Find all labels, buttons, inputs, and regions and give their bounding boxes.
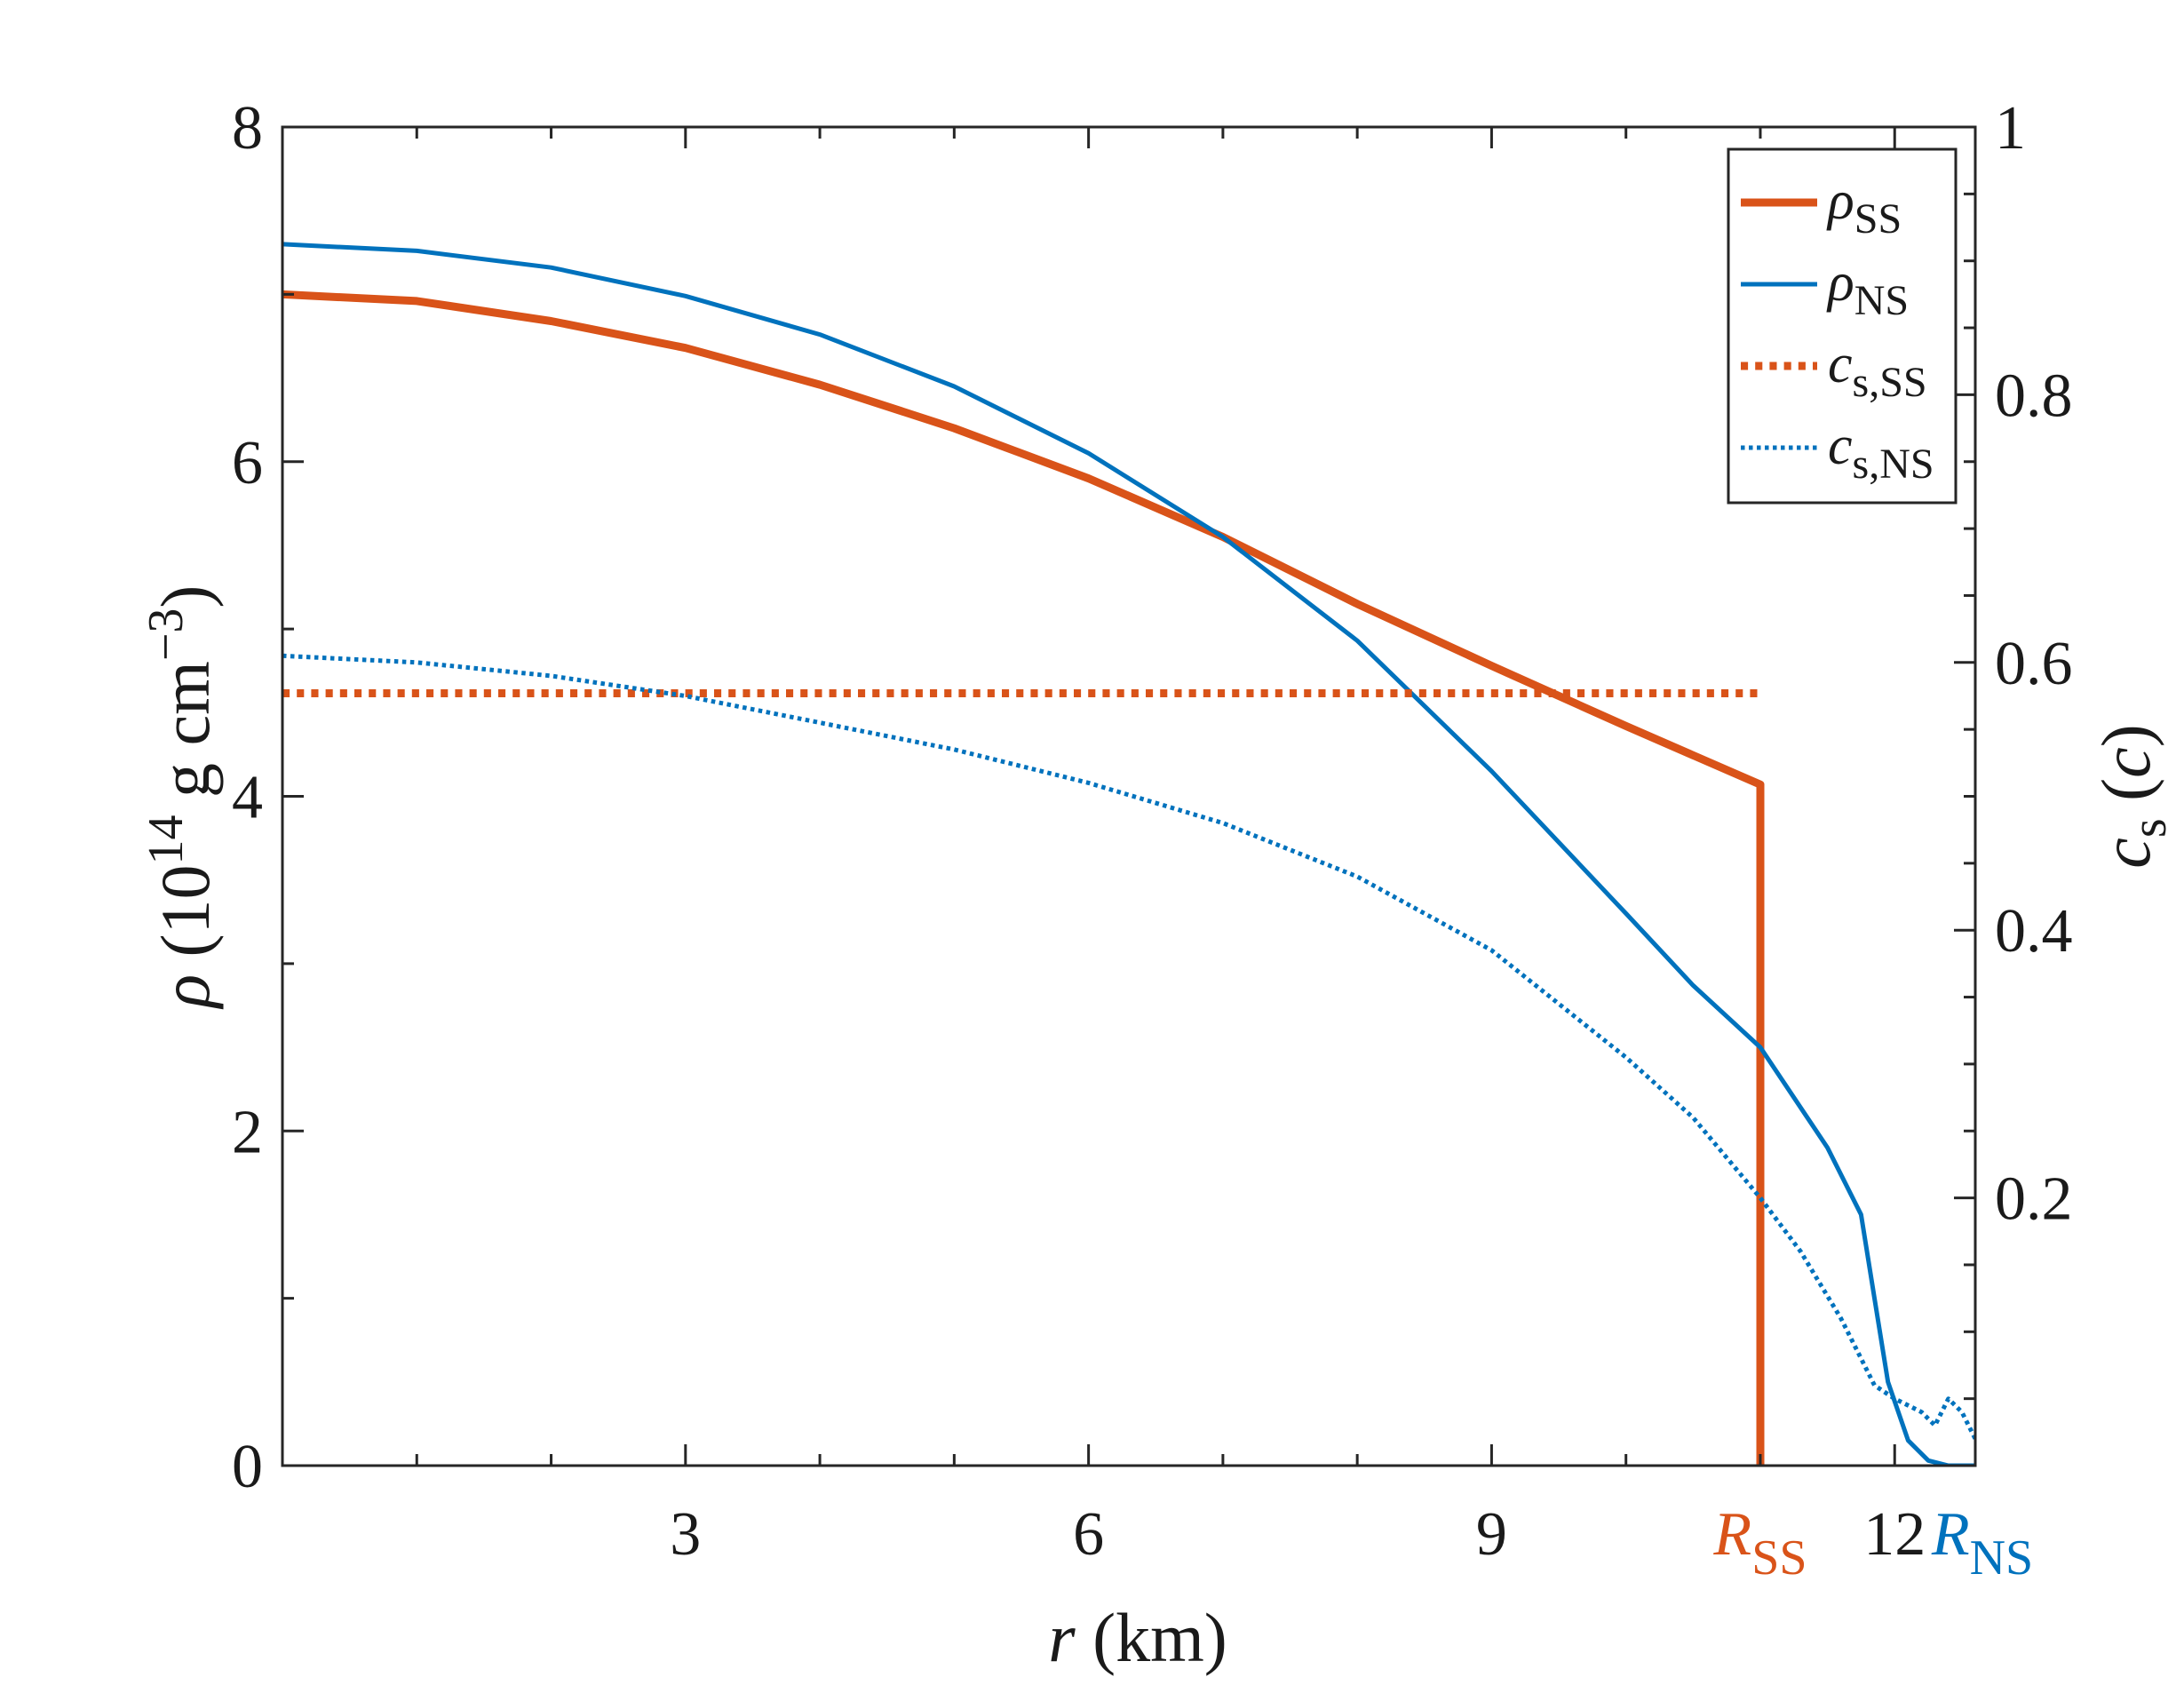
- y-right-tick-label: 0.2: [1995, 1165, 2073, 1234]
- y-left-tick-label: 8: [232, 94, 263, 163]
- y-right-tick-label: 0.4: [1995, 897, 2073, 966]
- legend-label-cs_ns: cs,NS: [1828, 416, 1934, 488]
- series-line-rho_ns: [282, 242, 1975, 1466]
- x-tick-label: 3: [670, 1500, 701, 1569]
- y-left-tick-label: 2: [232, 1098, 263, 1166]
- y-left-tick-label: 4: [232, 764, 263, 832]
- x-tick-label: 9: [1476, 1500, 1507, 1569]
- legend-box: [1727, 147, 1958, 505]
- legend-label-rho_ns: ρNS: [1826, 252, 1909, 324]
- y-left-tick-label: 0: [232, 1433, 263, 1501]
- x-radius-label-ss: RSS: [1712, 1500, 1807, 1586]
- x-tick-label: 6: [1073, 1500, 1104, 1569]
- y-right-tick-label: 0.8: [1995, 362, 2073, 430]
- y-right-axis-title: cs (c): [2087, 724, 2177, 869]
- y-left-tick-label: 6: [232, 429, 263, 497]
- legend: ρSS ρNS cs,SS cs,NS: [1727, 147, 1958, 505]
- series-line-rho_ss: [282, 290, 1765, 1466]
- series-group: [282, 242, 1975, 1466]
- axes: 3 6 9 12 RSS RNS 0 2 4 6 8 0.2 0.4 0.6 0.8 1 r (km) ρ (10…: [139, 94, 2177, 1676]
- x-radius-label-ns: RNS: [1931, 1500, 2033, 1586]
- x-axis-title: r (km): [1048, 1599, 1227, 1676]
- series-line-cs_ns: [282, 653, 1975, 1441]
- x-tick-label: 12: [1863, 1500, 1926, 1569]
- legend-label-cs_ss: cs,SS: [1828, 334, 1927, 406]
- axes-box: [281, 125, 1977, 1467]
- y-right-tick-label: 1: [1995, 94, 2026, 163]
- y-left-axis-title: ρ (1014 g cm−3): [139, 585, 224, 1010]
- y-right-tick-label: 0.6: [1995, 630, 2073, 698]
- legend-label-rho_ss: ρSS: [1826, 171, 1902, 242]
